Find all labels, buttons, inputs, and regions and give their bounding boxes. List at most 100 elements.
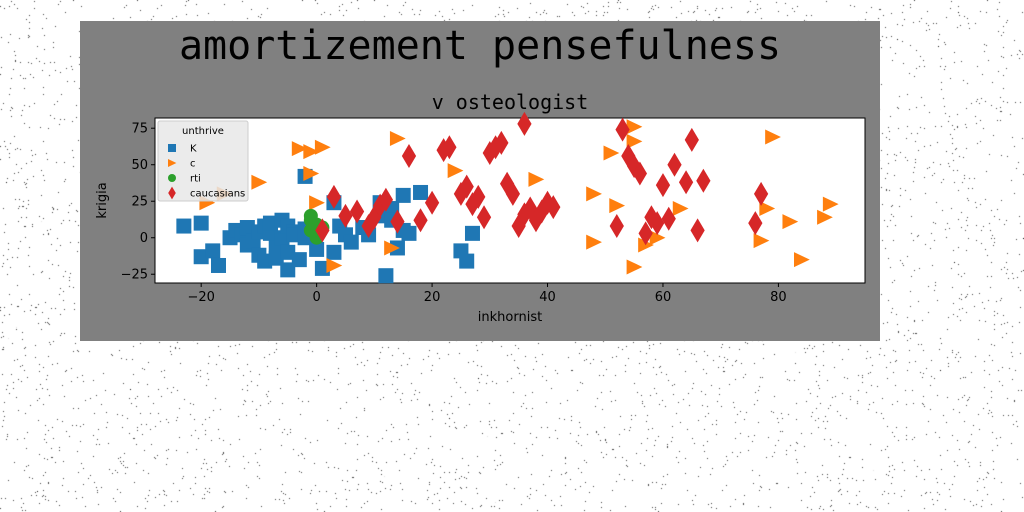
data-point	[251, 174, 268, 190]
data-point	[280, 262, 296, 278]
legend-marker-caucasians	[168, 186, 176, 200]
data-point	[349, 199, 365, 224]
data-point	[459, 253, 475, 269]
data-point	[326, 257, 343, 273]
data-point	[193, 249, 209, 265]
data-point	[314, 139, 331, 155]
data-point	[309, 195, 325, 211]
data-point	[684, 127, 699, 152]
legend-marker-k	[168, 144, 176, 152]
data-point	[205, 243, 221, 259]
data-point	[280, 244, 296, 260]
data-point	[794, 252, 810, 268]
data-point	[378, 268, 394, 284]
data-point	[586, 234, 602, 250]
data-point	[765, 129, 781, 145]
data-point	[464, 225, 480, 241]
data-point	[696, 168, 711, 193]
data-point	[390, 209, 405, 234]
data-point	[193, 215, 209, 231]
x-tick-label: 60	[655, 290, 672, 305]
series-caucasians	[315, 111, 769, 246]
data-point	[343, 234, 359, 250]
data-point	[442, 135, 457, 160]
x-tick-label: 0	[312, 290, 320, 305]
legend-marker-c	[168, 159, 177, 167]
data-point	[667, 152, 682, 177]
data-point	[690, 218, 705, 243]
y-tick-label: −25	[121, 268, 148, 283]
legend-label-rti: rti	[190, 174, 201, 185]
data-point	[661, 206, 676, 231]
data-point	[476, 205, 492, 230]
chart-title: v osteologist	[431, 90, 589, 114]
data-point	[326, 184, 342, 209]
data-point	[401, 225, 417, 241]
data-point	[176, 218, 192, 234]
y-tick-label: 0	[140, 231, 148, 246]
data-point	[274, 230, 290, 246]
data-point	[546, 195, 561, 220]
data-point	[817, 209, 833, 225]
data-point	[257, 253, 273, 269]
data-point	[315, 218, 330, 243]
data-point	[413, 208, 428, 233]
data-point	[528, 171, 545, 187]
x-axis-label: inkhornist	[478, 310, 542, 325]
data-point	[413, 184, 429, 200]
legend-label-caucasians: caucasians	[190, 189, 245, 200]
y-tick-label: 50	[131, 158, 148, 173]
data-point	[291, 252, 307, 268]
data-point	[459, 174, 474, 199]
data-point	[286, 227, 302, 243]
data-point	[517, 111, 532, 136]
data-point	[638, 221, 653, 246]
data-point	[494, 130, 509, 155]
data-point	[753, 181, 769, 206]
data-point	[384, 240, 400, 256]
data-point	[314, 260, 330, 276]
data-point	[389, 130, 406, 146]
data-point	[378, 187, 394, 212]
legend-title: unthrive	[182, 126, 224, 137]
data-point	[268, 250, 284, 266]
data-point	[782, 214, 799, 230]
data-point	[326, 244, 342, 260]
data-point	[822, 196, 839, 212]
data-point	[210, 257, 226, 273]
data-point	[505, 181, 521, 206]
data-point	[649, 230, 666, 246]
legend: unthrive Kc rti caucasians	[157, 120, 249, 202]
data-point	[603, 145, 620, 161]
legend-box	[157, 120, 249, 202]
data-point	[309, 241, 325, 257]
x-tick-label: −20	[187, 290, 214, 305]
data-point	[586, 186, 602, 202]
data-point	[748, 211, 763, 236]
data-point	[291, 141, 308, 157]
x-tick-label: 80	[770, 290, 787, 305]
data-point	[632, 161, 648, 186]
y-tick-label: 75	[131, 122, 148, 137]
data-point	[609, 214, 624, 239]
data-point	[626, 259, 643, 275]
data-point	[395, 187, 411, 203]
data-point	[626, 119, 643, 135]
data-point	[338, 203, 353, 228]
data-point	[262, 215, 278, 231]
data-point	[638, 237, 654, 253]
data-point	[401, 143, 417, 168]
data-point	[626, 133, 643, 149]
data-point	[239, 220, 255, 236]
legend-label-k: K	[190, 144, 197, 155]
data-point	[303, 144, 320, 160]
data-point	[303, 208, 318, 223]
data-point	[615, 117, 630, 142]
series-c	[199, 119, 839, 275]
legend-marker-rti	[168, 174, 176, 182]
data-point	[303, 165, 320, 181]
data-point	[655, 173, 671, 198]
data-point	[447, 163, 464, 179]
data-point	[753, 233, 770, 249]
